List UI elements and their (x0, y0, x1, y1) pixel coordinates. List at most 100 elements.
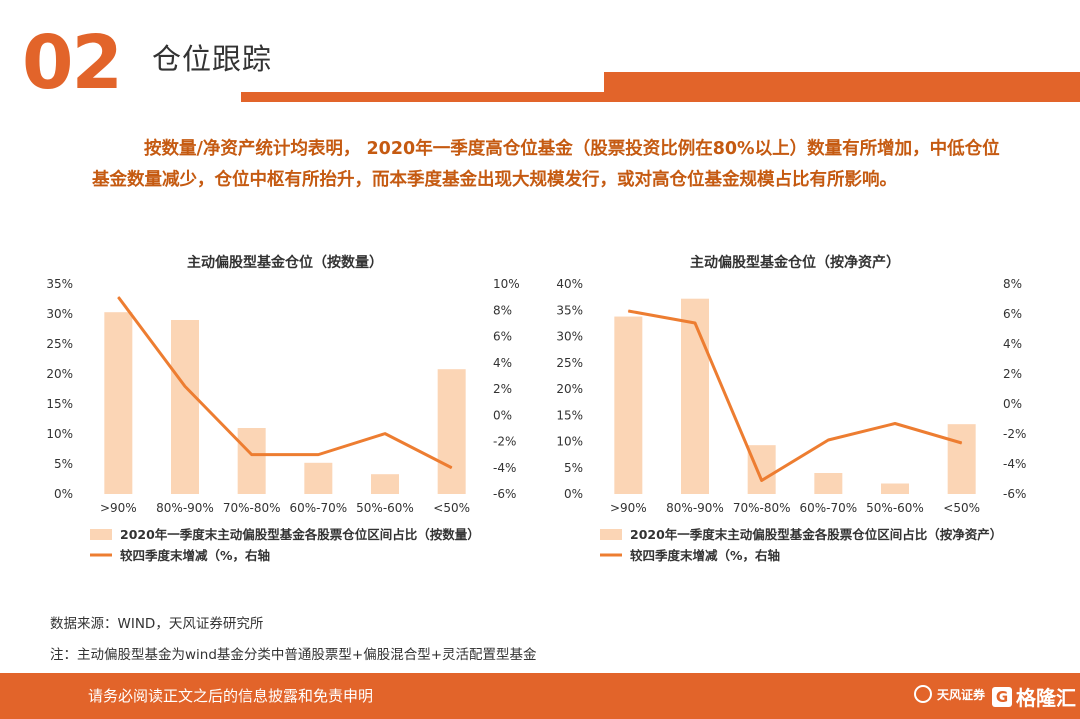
y-right-tick-label: -4% (1003, 457, 1026, 471)
x-tick-label: <50% (943, 501, 980, 515)
x-tick-label: 70%-80% (733, 501, 791, 515)
chart-title: 主动偏股型基金仓位（按净资产） (690, 254, 900, 271)
chart-svg: 主动偏股型基金仓位（按净资产） 0% 5% 10% 15% 20% 25% 30% 35% 40%… (556, 254, 1026, 563)
data-source: 数据来源：WIND，天风证券研究所 (50, 616, 264, 632)
y-left-tick-label: 20% (556, 382, 583, 396)
title-underline-bar (241, 92, 611, 102)
y-right-tick-label: 0% (1003, 397, 1022, 411)
section-number-zero: 0 (22, 20, 73, 106)
y-right-tick-label: -2% (1003, 427, 1026, 441)
intro-paragraph: 按数量/净资产统计均表明， 2020年一季度高仓位基金（股票投资比例在80%以上… (92, 139, 1000, 190)
line-point (117, 296, 119, 298)
brand-tianfeng: 天风证券 (914, 685, 985, 703)
y-left-tick-label: 5% (564, 461, 583, 475)
y-left-tick-label: 5% (54, 457, 73, 471)
y-right-tick-label: -2% (493, 435, 516, 449)
g-logo-icon: G (992, 686, 1012, 707)
y-left-tick-label: 30% (556, 330, 583, 344)
y-left-tick-label: 0% (564, 487, 583, 501)
y-right-tick-label: 2% (1003, 367, 1022, 381)
y-right-tick-label: 0% (493, 408, 512, 422)
flower-logo-icon (914, 685, 932, 703)
bar (947, 424, 976, 494)
title-accent-bar (604, 72, 1080, 102)
y-left-tick-label: 25% (556, 356, 583, 370)
y-left-tick-label: 15% (556, 408, 583, 422)
legend-bar-swatch (90, 529, 112, 540)
bar (437, 369, 466, 494)
y-left-tick-label: 0% (54, 487, 73, 501)
line-point (694, 322, 696, 324)
chart-title: 主动偏股型基金仓位（按数量） (187, 254, 383, 271)
x-tick-label: 60%-70% (289, 501, 347, 515)
y-right-tick-label: 8% (1003, 277, 1022, 291)
y-left-tick-label: 35% (46, 277, 73, 291)
legend-bar-swatch (600, 529, 622, 540)
y-right-tick-label: -6% (1003, 487, 1026, 501)
y-right-tick-label: 8% (493, 303, 512, 317)
line-point (827, 439, 829, 441)
bar (171, 320, 199, 494)
section-number-two: 2 (71, 20, 123, 106)
y-left-tick-label: 20% (46, 367, 73, 381)
y-left-tick-label: 35% (556, 303, 583, 317)
footer-bar: 请务必阅读正文之后的信息披露和免责申明 天风证券 G 格隆汇 (0, 673, 1080, 719)
y-right-tick-label: 2% (493, 382, 512, 396)
bar (614, 316, 643, 494)
line-point (761, 480, 763, 481)
bar (881, 483, 909, 494)
bar (237, 428, 266, 494)
line-point (184, 385, 186, 387)
x-tick-label: 50%-60% (356, 501, 414, 515)
y-left-tick-label: 10% (46, 427, 73, 441)
line-point (627, 310, 629, 312)
footnote: 注：主动偏股型基金为wind基金分类中普通股票型+偏股混合型+灵活配置型基金 (50, 647, 537, 663)
bar (304, 462, 333, 494)
chart-svg: 主动偏股型基金仓位（按数量） 0% 5% 10% 15% 20% 25% 30% 35% -6% -… (46, 254, 520, 563)
bar (371, 474, 399, 494)
y-right-tick-label: -6% (493, 487, 516, 501)
x-tick-label: <50% (433, 501, 470, 515)
x-tick-label: 50%-60% (866, 501, 924, 515)
x-tick-label: 60%-70% (799, 501, 857, 515)
bar (814, 473, 843, 494)
y-left-tick-label: 30% (46, 307, 73, 321)
y-right-tick-label: 10% (493, 277, 520, 291)
series-line (117, 296, 453, 470)
x-tick-label: >90% (610, 501, 647, 515)
y-left-tick-label: 10% (556, 435, 583, 449)
y-right-tick-label: -4% (493, 461, 516, 475)
line-point (317, 454, 319, 456)
bar (747, 445, 776, 494)
line-point (961, 442, 963, 444)
chart-by-net-assets: 主动偏股型基金仓位（按净资产） 0% 5% 10% 15% 20% 25% 30% 35% 40%… (540, 240, 1045, 575)
y-left-tick-label: 15% (46, 397, 73, 411)
y-left-tick-label: 25% (46, 337, 73, 351)
brand-gelonghui-label: 格隆汇 (1016, 686, 1076, 710)
x-tick-label: 80%-90% (666, 501, 724, 515)
disclaimer-text: 请务必阅读正文之后的信息披露和免责申明 (88, 687, 374, 705)
y-right-tick-label: 4% (493, 356, 512, 370)
legend-bar-label: 2020年一季度末主动偏股型基金各股票仓位区间占比（按数量） (120, 527, 480, 542)
legend-line-label: 较四季度末增减（%，右轴 (630, 548, 780, 563)
brand-tianfeng-label: 天风证券 (937, 687, 986, 702)
section-number: 02 (22, 26, 123, 100)
legend-bar-label: 2020年一季度末主动偏股型基金各股票仓位区间占比（按净资产） (630, 527, 1002, 542)
bar (681, 298, 709, 494)
x-tick-label: 70%-80% (223, 501, 281, 515)
x-tick-label: 80%-90% (156, 501, 214, 515)
y-right-tick-label: 4% (1003, 337, 1022, 351)
series-line (628, 309, 963, 482)
x-tick-label: >90% (100, 501, 137, 515)
page-title: 仓位跟踪 (152, 42, 273, 76)
legend-line-label: 较四季度末增减（%，右轴 (120, 548, 270, 563)
chart-by-count: 主动偏股型基金仓位（按数量） 0% 5% 10% 15% 20% 25% 30% 35% -6% -… (30, 240, 535, 575)
y-right-tick-label: 6% (493, 330, 512, 344)
line-point (451, 467, 453, 469)
brand-gelonghui: G 格隆汇 (992, 682, 1076, 711)
line-point (251, 454, 253, 456)
line-point (894, 423, 896, 424)
line-point (384, 433, 386, 435)
y-right-tick-label: 6% (1003, 307, 1022, 321)
y-left-tick-label: 40% (556, 277, 583, 291)
